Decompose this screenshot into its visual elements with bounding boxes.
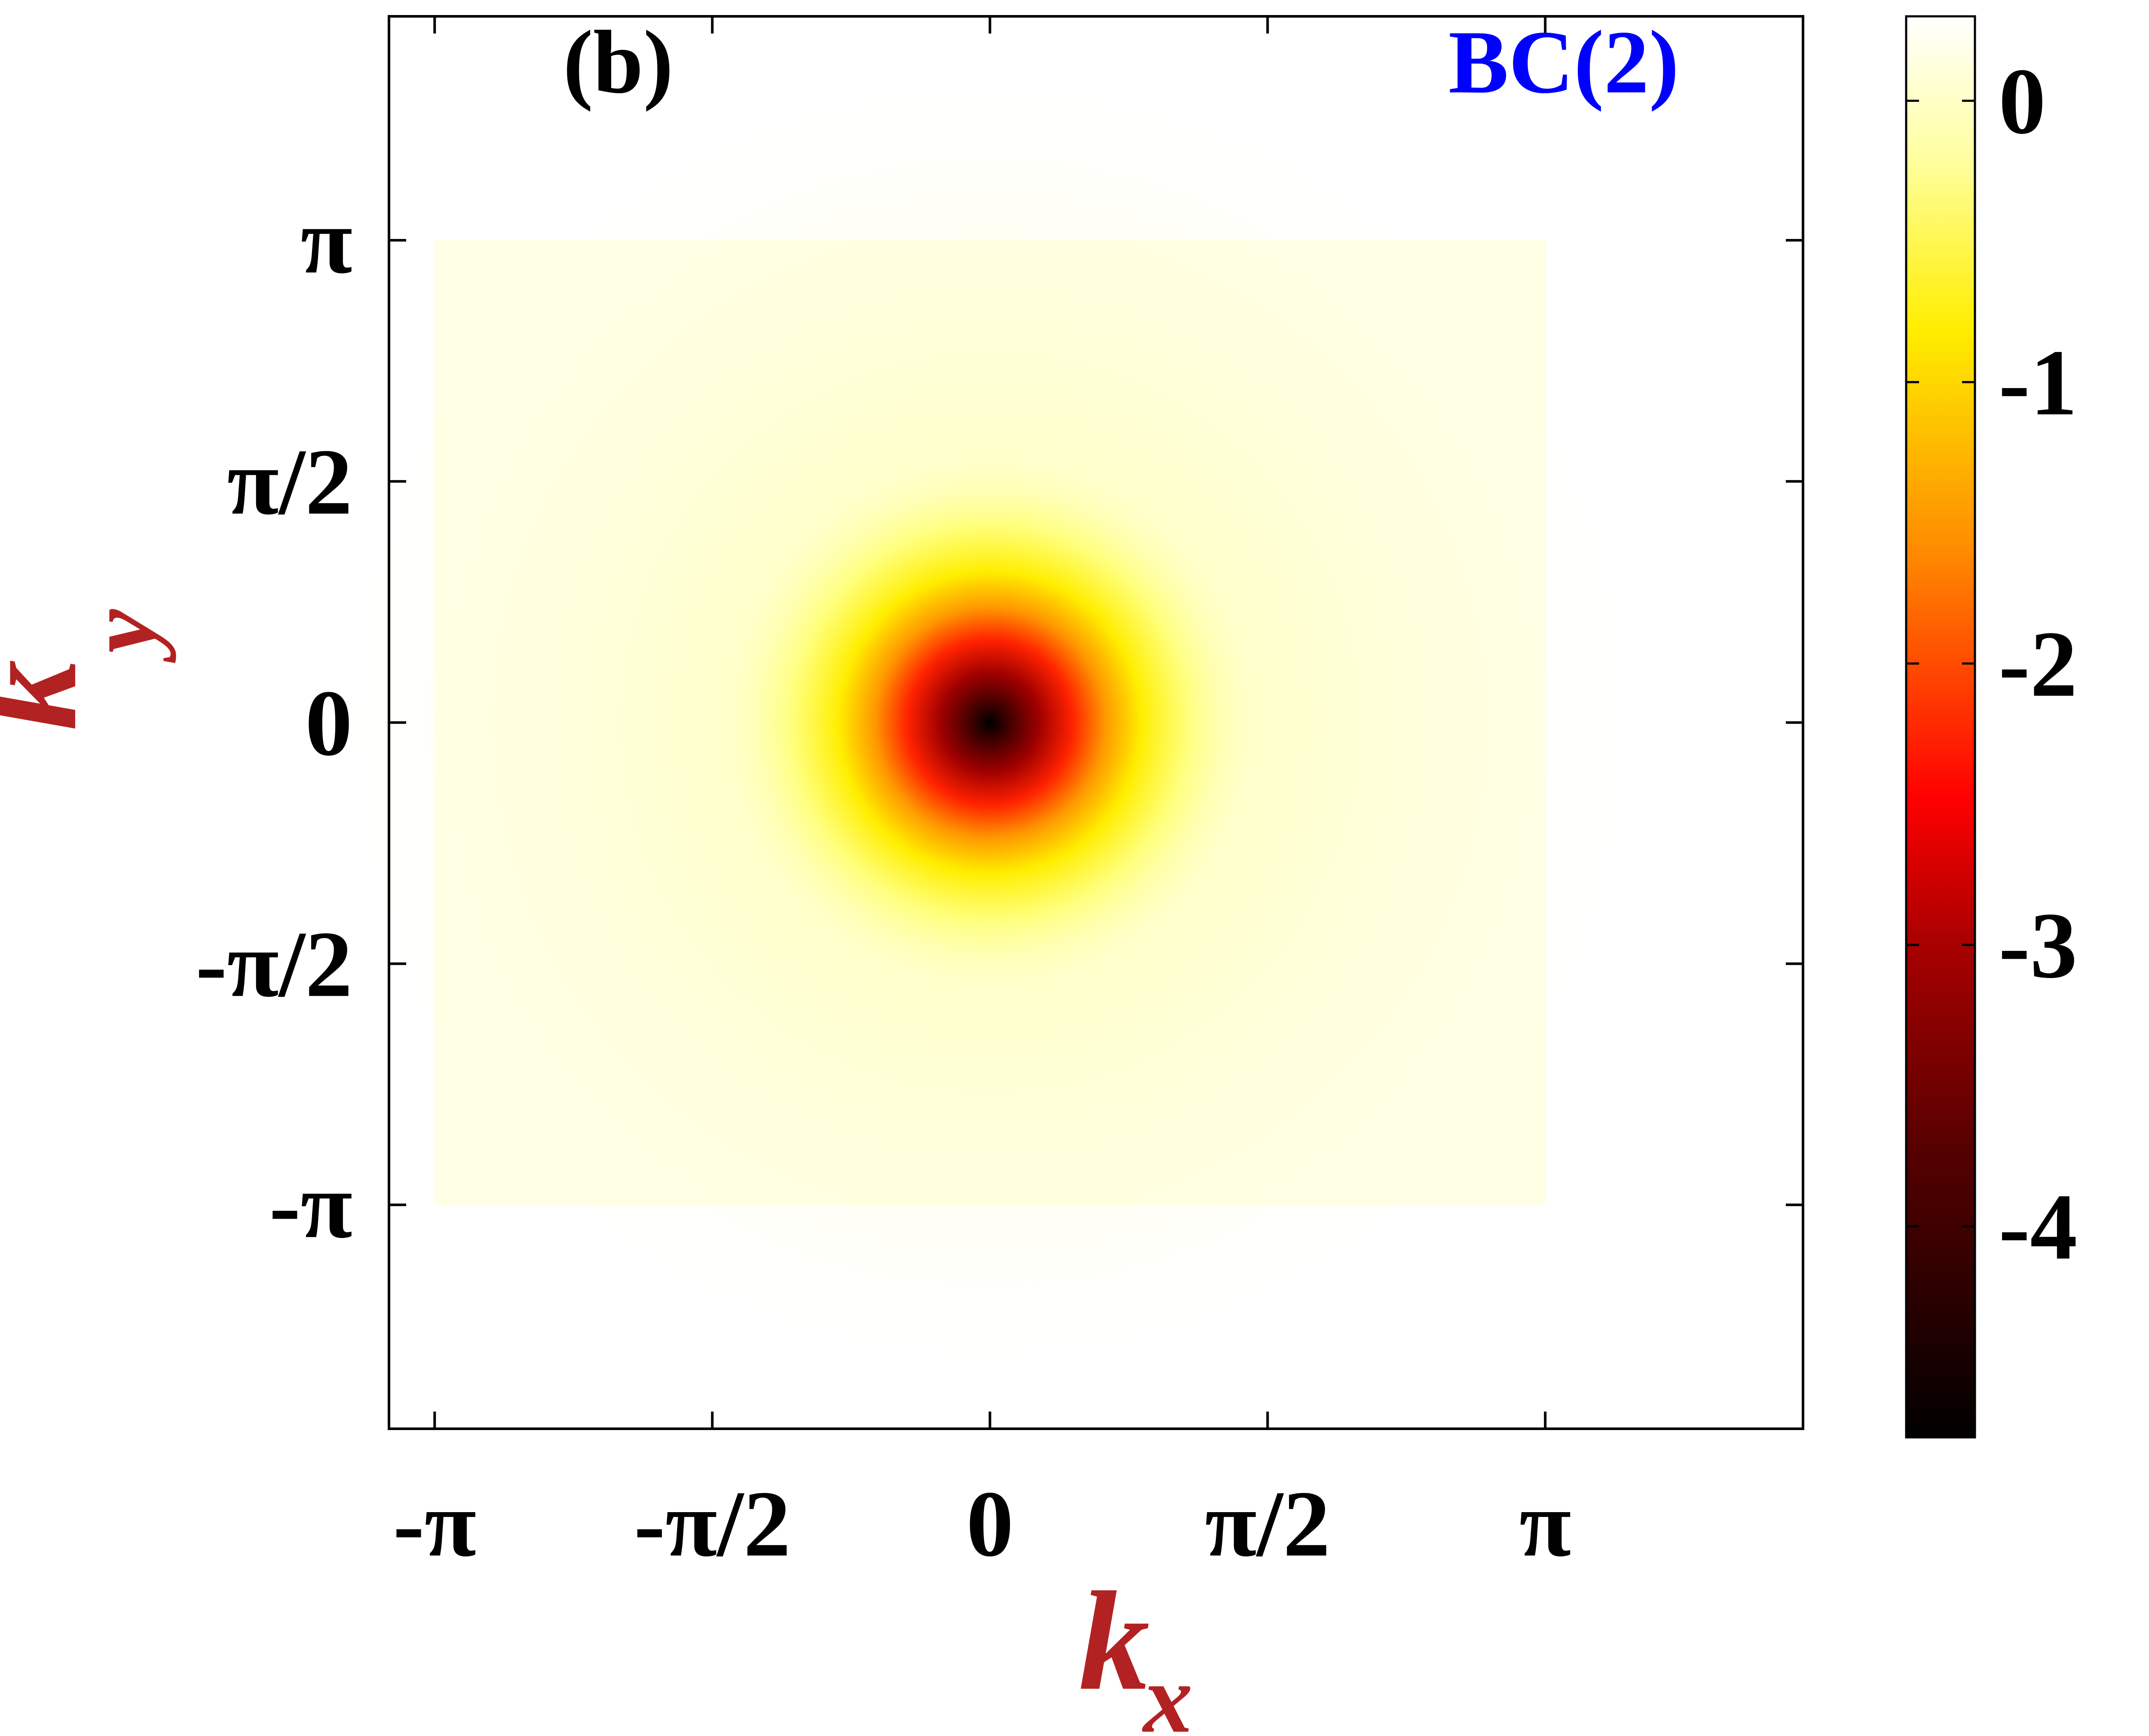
y-tick-label: π/2 [227, 429, 352, 534]
y-axis-label-sub: y [67, 609, 176, 663]
x-tick-label: -π/2 [634, 1471, 791, 1576]
y-axis-ticks: π π/2 0 -π/2 -π [196, 188, 1803, 1258]
y-tick-label: -π/2 [196, 912, 352, 1017]
colorbar-tick-label: -4 [1999, 1174, 2077, 1279]
y-tick-label: -π [269, 1153, 352, 1258]
colorbar-tick-label: -1 [1999, 330, 2077, 435]
colorbar-tick-label: -2 [1999, 611, 2077, 716]
x-tick-label: -π [393, 1471, 476, 1576]
x-axis-ticks: -π -π/2 0 π/2 π [393, 16, 1571, 1576]
y-tick-label: π [300, 188, 352, 293]
colorbar-tick-label: -3 [1999, 893, 2077, 998]
heatmap-peak [715, 447, 1265, 998]
x-axis-label-main: k [1079, 1563, 1150, 1720]
colorbar [1905, 15, 1976, 1439]
colorbar-tick-label: 0 [1999, 49, 2046, 153]
annotation-label: BC(2) [1448, 12, 1679, 112]
y-axis-label: k y [0, 609, 176, 730]
y-axis-label-main: k [0, 660, 106, 730]
x-tick-label: π [1519, 1471, 1571, 1576]
x-tick-label: 0 [966, 1471, 1013, 1576]
panel-label: (b) [563, 12, 673, 112]
x-axis-label-sub: x [1142, 1644, 1193, 1736]
colorbar-ticks: 0 -1 -2 -3 -4 [1906, 49, 2077, 1279]
x-axis-label: k x [1079, 1563, 1193, 1736]
y-tick-label: 0 [305, 671, 352, 776]
x-tick-label: π/2 [1205, 1471, 1330, 1576]
